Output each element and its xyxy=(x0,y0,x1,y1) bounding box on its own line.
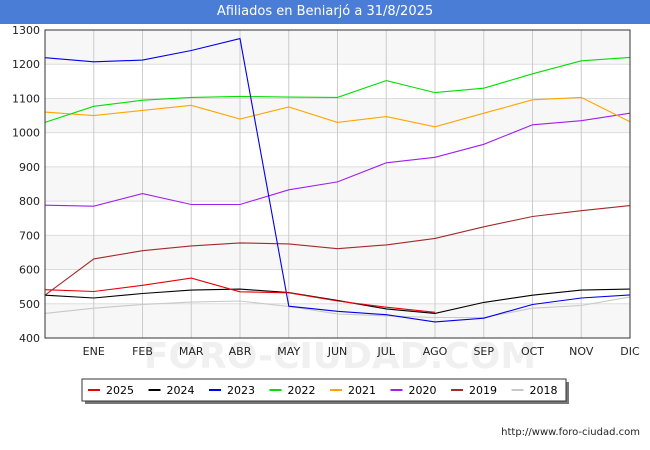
y-tick-label: 1200 xyxy=(12,58,40,71)
legend-label-2023: 2023 xyxy=(227,384,255,397)
legend-label-2019: 2019 xyxy=(469,384,497,397)
x-tick-label: JUN xyxy=(327,345,348,358)
x-tick-label: MAY xyxy=(277,345,300,358)
x-tick-label: SEP xyxy=(473,345,494,358)
y-tick-label: 1100 xyxy=(12,92,40,105)
x-tick-label: ENE xyxy=(83,345,105,358)
x-tick-label: AGO xyxy=(423,345,448,358)
legend-box xyxy=(81,378,567,402)
series-lines xyxy=(44,37,631,323)
series-line-2025 xyxy=(44,277,436,313)
legend-label-2021: 2021 xyxy=(348,384,376,397)
y-tick-label: 900 xyxy=(19,161,40,174)
series-line-2020 xyxy=(44,112,631,207)
series-line-2018 xyxy=(44,296,631,319)
x-tick-label: FEB xyxy=(132,345,153,358)
y-tick-label: 800 xyxy=(19,195,40,208)
x-tick-label: ABR xyxy=(229,345,252,358)
legend-label-2020: 2020 xyxy=(409,384,437,397)
y-tick-label: 700 xyxy=(19,229,40,242)
y-tick-label: 400 xyxy=(19,332,40,345)
plot-frame xyxy=(44,29,631,339)
legend: 2025 2024 2023 2022 2021 2020 2019 2018 xyxy=(81,378,569,404)
series-line-2022 xyxy=(44,56,631,123)
watermark-text: FORO-CIUDAD.COM xyxy=(144,336,536,377)
legend-label-2018: 2018 xyxy=(530,384,558,397)
legend-label-2025: 2025 xyxy=(106,384,134,397)
legend-label-2024: 2024 xyxy=(167,384,195,397)
y-tick-label: 1300 xyxy=(12,24,40,37)
legend-label-2022: 2022 xyxy=(288,384,316,397)
y-axis-ticks: 400 500 600 700 800 900 1000 1100 1200 1300 xyxy=(12,24,40,345)
x-tick-label: NOV xyxy=(569,345,594,358)
x-tick-label: MAR xyxy=(179,345,204,358)
y-tick-label: 1000 xyxy=(12,127,40,140)
series-line-2023 xyxy=(44,37,631,323)
y-tick-label: 500 xyxy=(19,298,40,311)
source-credit: http://www.foro-ciudad.com xyxy=(501,427,640,438)
x-tick-label: DIC xyxy=(620,345,640,358)
x-tick-label: JUL xyxy=(377,345,396,358)
series-line-2024 xyxy=(44,288,631,314)
series-line-2021 xyxy=(44,96,631,128)
x-axis-ticks: ENE FEB MAR ABR MAY JUN JUL AGO SEP OCT NOV DIC xyxy=(83,345,640,358)
x-tick-label: OCT xyxy=(521,345,544,358)
y-tick-label: 600 xyxy=(19,264,40,277)
chart-title: Afiliados en Beniarjó a 31/8/2025 xyxy=(0,0,650,24)
series-line-2019 xyxy=(44,205,631,296)
